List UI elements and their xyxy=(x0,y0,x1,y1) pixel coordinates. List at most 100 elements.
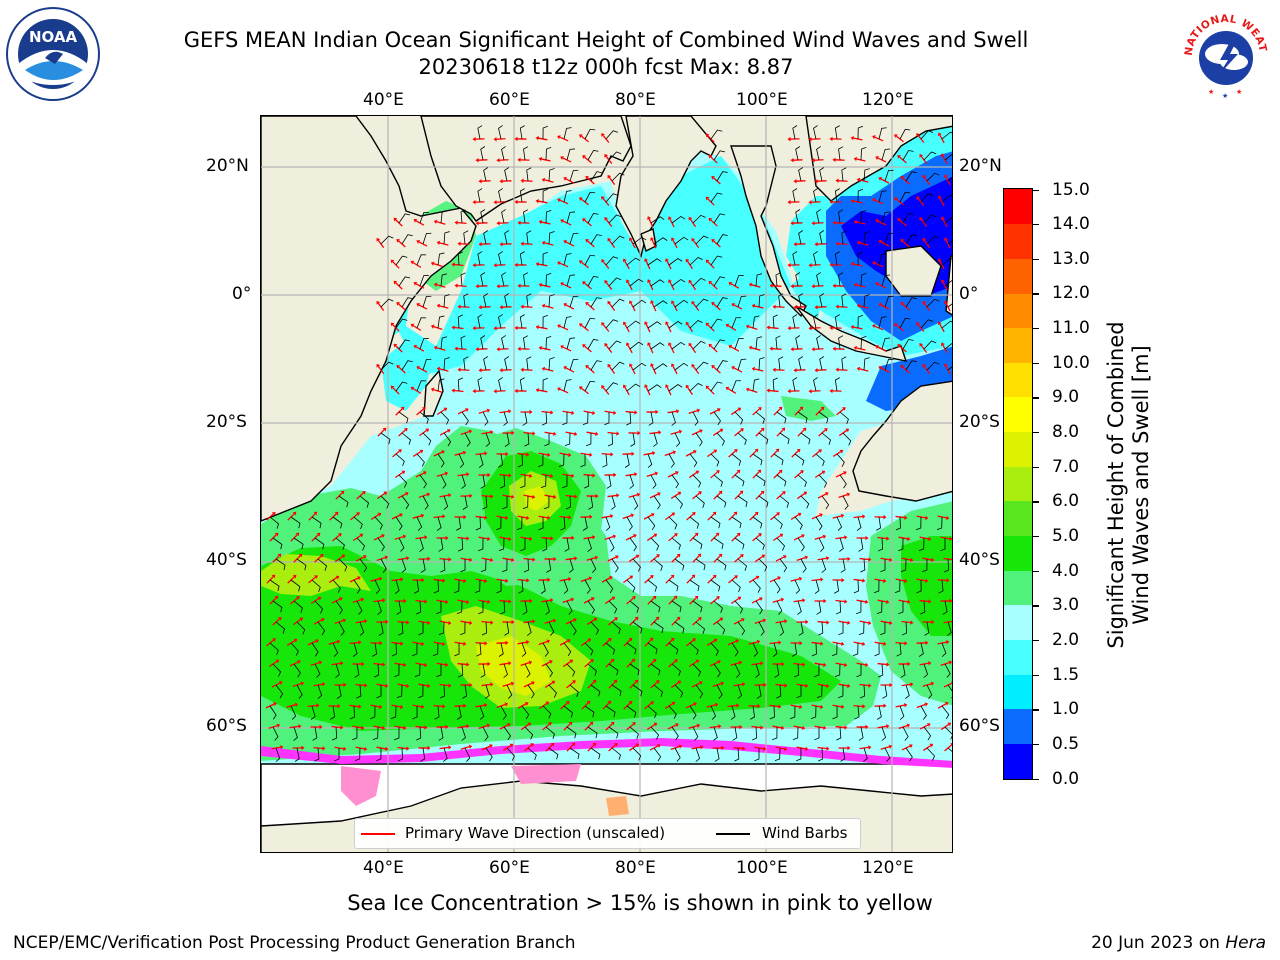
wave-direction-arrowhead xyxy=(695,470,700,475)
wind-barb xyxy=(317,621,326,636)
wave-direction-arrowhead xyxy=(875,156,879,161)
wind-barb xyxy=(920,705,927,720)
wind-barb xyxy=(794,453,805,466)
wind-barb xyxy=(519,251,525,266)
colorbar-tick-mark xyxy=(1033,258,1039,261)
wave-direction-arrowhead xyxy=(552,618,557,623)
wind-barb xyxy=(852,642,859,657)
wind-barb xyxy=(881,726,887,741)
wind-barb xyxy=(818,621,824,636)
wind-barb xyxy=(463,230,469,245)
wave-direction-arrowhead xyxy=(406,620,410,625)
wave-direction-arrowhead xyxy=(952,619,953,623)
wind-barb xyxy=(874,642,880,657)
wave-direction-arrowhead xyxy=(528,660,533,665)
wave-direction-arrowhead xyxy=(399,513,403,518)
wind-barb xyxy=(695,621,705,634)
wave-direction-arrowhead xyxy=(678,429,683,434)
wave-direction-arrowhead xyxy=(731,302,735,307)
wind-barb xyxy=(752,579,761,593)
wind-barb xyxy=(584,579,591,594)
wind-barb xyxy=(713,726,718,741)
wave-direction-arrowhead xyxy=(762,618,767,623)
wave-direction-arrowhead xyxy=(861,641,866,647)
wind-barb xyxy=(710,192,723,203)
wave-direction-arrowhead xyxy=(829,136,833,142)
wave-direction-arrowhead xyxy=(508,409,512,414)
wave-direction-arrowhead xyxy=(736,469,741,474)
wind-barb xyxy=(501,272,506,287)
wind-barb xyxy=(943,558,950,573)
wave-direction-arrowhead xyxy=(478,242,482,247)
wave-direction-arrowhead xyxy=(378,576,383,581)
wave-direction-arrowhead xyxy=(826,620,830,625)
wind-barb xyxy=(584,191,596,203)
wind-barb xyxy=(454,579,460,594)
wind-barb xyxy=(498,188,503,203)
wind-barb xyxy=(810,705,817,720)
wind-barb xyxy=(797,600,802,615)
wave-direction-arrowhead xyxy=(356,512,360,516)
wind-barb xyxy=(479,705,485,720)
wind-barb xyxy=(463,356,469,371)
wave-direction-arrowhead xyxy=(550,536,554,541)
wind-barb xyxy=(834,251,840,266)
wind-barb xyxy=(674,362,689,371)
wave-direction-arrowhead xyxy=(301,745,305,751)
wind-barb xyxy=(632,621,643,634)
wave-direction-arrowhead xyxy=(496,284,500,289)
wind-barb xyxy=(520,537,526,552)
wave-direction-arrowhead xyxy=(721,745,725,751)
wave-direction-arrowhead xyxy=(514,262,518,268)
wind-barb xyxy=(498,377,503,392)
wind-barb xyxy=(296,621,306,635)
wind-barb xyxy=(841,230,847,245)
wave-direction-arrowhead xyxy=(553,431,557,436)
wave-direction-arrowhead xyxy=(427,745,431,751)
wave-direction-arrowhead xyxy=(579,197,583,201)
wave-direction-arrowhead xyxy=(949,536,952,541)
wave-direction-arrowhead xyxy=(589,721,594,726)
wave-direction-arrowhead xyxy=(550,742,555,747)
wave-direction-arrowhead xyxy=(532,619,536,624)
wave-direction-arrowhead xyxy=(547,515,551,520)
wave-direction-arrowhead xyxy=(613,743,618,747)
wind-barb xyxy=(503,411,508,426)
wave-direction-arrowhead xyxy=(778,406,783,411)
wave-direction-arrowhead xyxy=(843,662,848,668)
wave-direction-arrowhead xyxy=(490,430,494,435)
wave-direction-arrowhead xyxy=(316,703,320,708)
wave-direction-arrowhead xyxy=(708,217,713,222)
wind-barb xyxy=(902,213,914,224)
wind-barb xyxy=(878,316,887,329)
wind-barb xyxy=(380,235,394,245)
wind-barb xyxy=(695,495,705,509)
wind-barb xyxy=(565,495,571,510)
wind-barb xyxy=(737,358,747,371)
wind-barb xyxy=(632,299,647,308)
wave-direction-arrowhead xyxy=(579,386,583,390)
wind-barb xyxy=(936,516,943,531)
wind-barb xyxy=(671,411,676,426)
wind-barb xyxy=(626,516,633,531)
wind-barb xyxy=(503,663,508,678)
india-land xyxy=(615,116,717,259)
wave-direction-arrowhead xyxy=(298,553,303,558)
wind-barb xyxy=(918,642,924,657)
wind-barb xyxy=(293,726,298,741)
wind-barb xyxy=(516,516,523,531)
wave-direction-arrowhead xyxy=(604,280,609,284)
wave-direction-arrowhead xyxy=(402,534,407,539)
wave-direction-arrowhead xyxy=(507,723,511,727)
wave-direction-arrowhead xyxy=(875,219,879,224)
wave-direction-arrowhead xyxy=(787,388,791,394)
colorbar-tick-mark xyxy=(1033,397,1039,399)
wave-direction-arrowhead xyxy=(759,597,763,602)
wind-barb xyxy=(671,537,681,550)
wave-direction-arrowhead xyxy=(569,659,574,664)
wind-barb xyxy=(311,579,321,593)
wind-barb xyxy=(437,315,445,329)
wave-direction-arrowhead xyxy=(445,724,449,730)
wind-barb xyxy=(944,154,952,161)
wind-barb xyxy=(590,297,602,308)
